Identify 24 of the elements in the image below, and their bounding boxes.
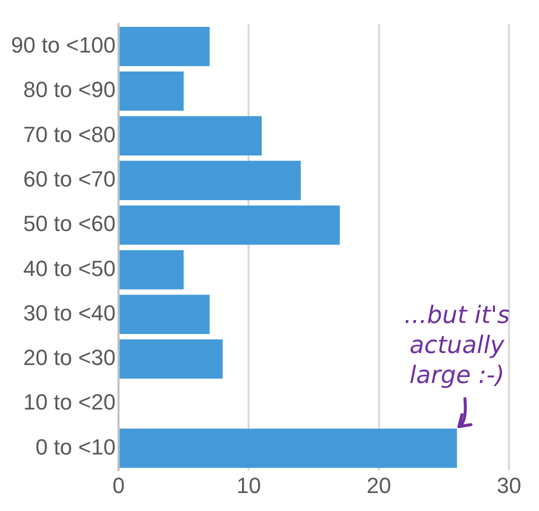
y-tick-label: 30 to <40 bbox=[23, 300, 116, 326]
y-tick-label: 90 to <100 bbox=[10, 32, 116, 58]
y-tick-label: 0 to <10 bbox=[35, 434, 116, 460]
bar bbox=[120, 26, 210, 66]
bar bbox=[120, 250, 184, 290]
y-tick-label: 50 to <60 bbox=[23, 211, 116, 236]
bar bbox=[120, 205, 340, 245]
y-tick-label: 70 to <80 bbox=[23, 122, 116, 147]
y-tick-label: 10 to <20 bbox=[23, 390, 116, 415]
y-tick-label: 60 to <70 bbox=[23, 166, 116, 192]
bar bbox=[120, 116, 262, 156]
annotation: ...but it's actually large :-) bbox=[404, 300, 510, 389]
bar bbox=[120, 428, 457, 468]
bar bbox=[120, 339, 223, 379]
x-tick-label: 20 bbox=[366, 472, 392, 498]
x-tick-label: 10 bbox=[236, 472, 261, 498]
x-tick-label: 30 bbox=[496, 472, 522, 498]
bar bbox=[120, 72, 184, 111]
y-tick-label: 80 to <90 bbox=[23, 77, 116, 102]
x-tick-label: 0 bbox=[112, 472, 125, 498]
bar bbox=[120, 160, 301, 200]
y-tick-label: 20 to <30 bbox=[23, 345, 116, 370]
bar bbox=[120, 294, 210, 334]
y-tick-label: 40 to <50 bbox=[23, 256, 116, 281]
